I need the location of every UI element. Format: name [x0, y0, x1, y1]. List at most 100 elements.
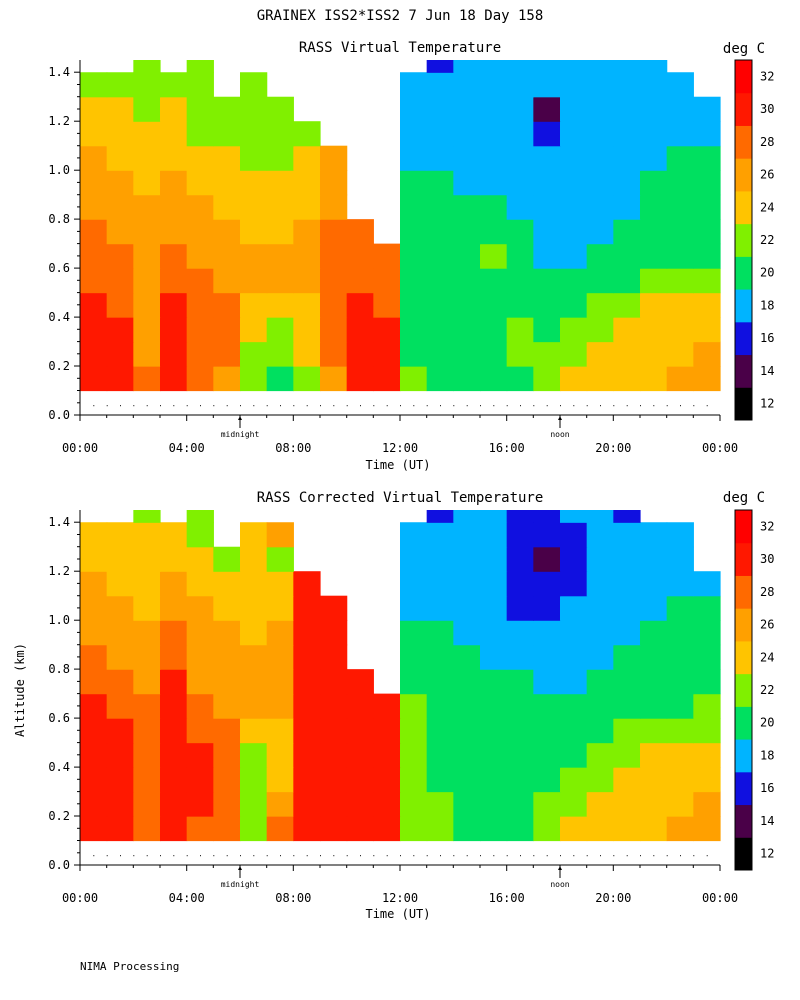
x-tick-label: 00:00: [702, 441, 738, 455]
heatmap-cell: [640, 72, 668, 98]
baseline-dot: [226, 855, 228, 857]
heatmap-cell: [506, 620, 534, 646]
heatmap-cell: [586, 693, 614, 719]
heatmap-cell: [533, 60, 561, 73]
baseline-dot: [680, 855, 681, 857]
heatmap-cell: [106, 268, 134, 294]
heatmap-cell: [80, 292, 108, 318]
heatmap-cell: [560, 292, 588, 318]
heatmap-cell: [160, 268, 188, 294]
baseline-dot: [226, 405, 228, 407]
heatmap-cell: [160, 243, 188, 269]
heatmap-cell: [160, 669, 188, 695]
colorbar-swatch: [735, 289, 752, 323]
heatmap-cell: [160, 742, 188, 768]
baseline-dot: [293, 855, 295, 857]
baseline-dot: [426, 405, 428, 407]
heatmap-cell: [106, 219, 134, 245]
baseline-dot: [160, 855, 161, 857]
baseline-dot: [400, 855, 401, 857]
heatmap-cell: [240, 571, 268, 597]
heatmap-cell: [240, 644, 268, 670]
heatmap-cell: [506, 194, 534, 220]
heatmap-cell: [213, 767, 241, 793]
heatmap-cell: [266, 194, 294, 220]
heatmap-cell: [80, 791, 108, 817]
heatmap-cell: [693, 742, 721, 768]
heatmap-cell: [533, 510, 561, 523]
colorbar-unit-label: deg C: [723, 41, 765, 57]
heatmap-cell: [533, 742, 561, 768]
x-tick-label: 00:00: [62, 891, 98, 905]
heatmap-cell: [693, 96, 721, 122]
colorbar-swatch: [735, 223, 752, 257]
heatmap-cell: [480, 816, 508, 842]
heatmap-cell: [586, 718, 614, 744]
heatmap-cell: [560, 317, 588, 343]
heatmap-cell: [133, 742, 161, 768]
heatmap-cell: [400, 767, 428, 793]
colorbar-tick-label: 30: [760, 552, 774, 566]
heatmap-cell: [640, 121, 668, 147]
colorbar-tick-label: 18: [760, 749, 774, 763]
heatmap-cell: [213, 121, 241, 147]
heatmap-cell: [480, 194, 508, 220]
y-tick-label: 1.4: [48, 515, 70, 529]
heatmap-cell: [613, 145, 641, 171]
heatmap-cell: [240, 317, 268, 343]
heatmap-cell: [160, 767, 188, 793]
heatmap-cell: [480, 595, 508, 621]
heatmap-cell: [133, 522, 161, 548]
heatmap-cell: [133, 72, 161, 98]
heatmap-cell: [320, 767, 348, 793]
heatmap-cell: [666, 243, 694, 269]
baseline-dot: [626, 405, 628, 407]
heatmap-cell: [560, 767, 588, 793]
x-tick-label: 04:00: [169, 441, 205, 455]
heatmap-cell: [533, 292, 561, 318]
baseline-dot: [506, 855, 508, 857]
heatmap-cell: [80, 243, 108, 269]
heatmap-cell: [266, 366, 294, 392]
baseline-dot: [360, 855, 361, 857]
x-axis-label: Time (UT): [365, 907, 430, 921]
heatmap-cell: [240, 718, 268, 744]
heatmap-cell: [160, 620, 188, 646]
heatmap-cell: [426, 72, 454, 98]
heatmap-cell: [80, 317, 108, 343]
heatmap-cell: [586, 669, 614, 695]
heatmap-cell: [426, 121, 454, 147]
heatmap-cell: [426, 317, 454, 343]
heatmap-cell: [480, 268, 508, 294]
heatmap-cell: [666, 522, 694, 548]
heatmap-cell: [400, 317, 428, 343]
heatmap-cell: [400, 742, 428, 768]
heatmap-cell: [426, 571, 454, 597]
heatmap-cell: [693, 767, 721, 793]
colorbar-swatch: [735, 804, 752, 838]
heatmap-cell: [213, 170, 241, 196]
heatmap-cell: [240, 292, 268, 318]
heatmap-cell: [693, 595, 721, 621]
heatmap-cell: [160, 194, 188, 220]
heatmap-cell: [240, 243, 268, 269]
heatmap-cell: [666, 620, 694, 646]
heatmap-cell: [693, 194, 721, 220]
heatmap-cell: [186, 60, 214, 73]
heatmap-cell: [133, 243, 161, 269]
heatmap-cell: [160, 522, 188, 548]
heatmap-cell: [213, 194, 241, 220]
heatmap-cell: [533, 767, 561, 793]
colorbar-tick-label: 28: [760, 585, 774, 599]
heatmap-cell: [80, 718, 108, 744]
heatmap-cell: [186, 268, 214, 294]
baseline-dot: [333, 855, 335, 857]
colorbar-swatch: [735, 706, 752, 740]
heatmap-cell: [266, 522, 294, 548]
heatmap-cell: [426, 816, 454, 842]
heatmap-cell: [560, 546, 588, 572]
heatmap-cell: [560, 620, 588, 646]
heatmap-cell: [586, 644, 614, 670]
heatmap-cell: [613, 194, 641, 220]
panel-title: RASS Corrected Virtual Temperature: [257, 490, 544, 506]
